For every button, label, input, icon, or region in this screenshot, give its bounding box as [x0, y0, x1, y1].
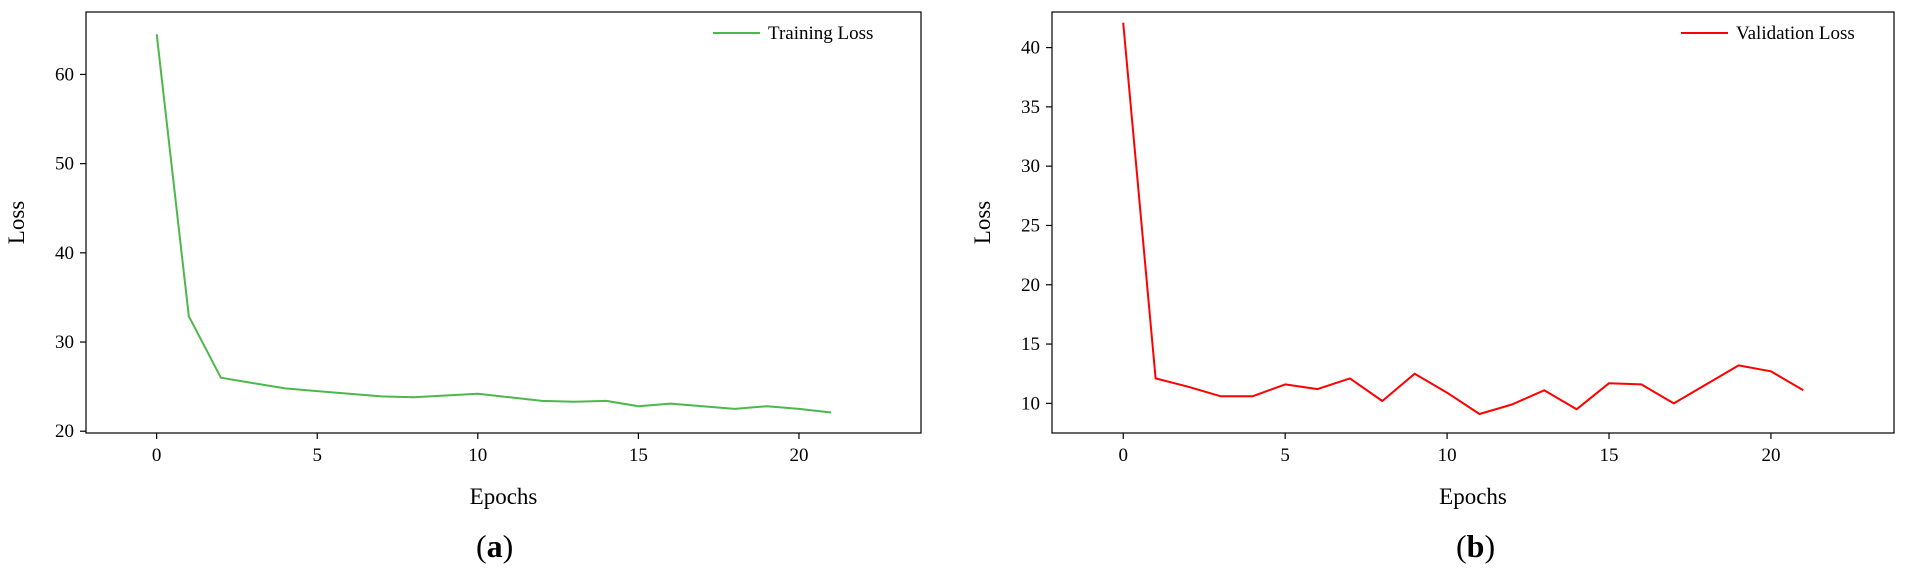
x-tick-label: 20	[1761, 445, 1780, 466]
panel-label-a: (a)	[476, 528, 514, 564]
y-tick-label: 25	[1021, 215, 1040, 236]
training-loss-line	[155, 34, 832, 414]
validation-loss-chart: 0 5 10 15 20 10 15 20 25 30 35 40 Epochs Loss Validati…	[970, 11, 1895, 509]
panel-label-b: (b)	[1456, 528, 1496, 564]
y-tick-label: 35	[1021, 97, 1040, 118]
x-tick-label: 0	[1118, 445, 1128, 466]
x-axis-title: Epochs	[1439, 484, 1507, 509]
y-tick-label: 20	[1021, 275, 1040, 296]
y-tick-label: 10	[1021, 393, 1040, 414]
x-axis-title: Epochs	[470, 484, 538, 509]
y-tick-label: 40	[1021, 38, 1040, 59]
y-tick-label: 30	[55, 332, 74, 353]
y-tick-label: 20	[55, 421, 74, 442]
x-tick-label: 15	[1600, 445, 1619, 466]
validation-loss-line	[1122, 22, 1804, 415]
x-tick-label: 0	[152, 445, 162, 466]
x-tick-label: 20	[789, 445, 808, 466]
plot-frame	[85, 11, 922, 434]
y-axis-title: Loss	[970, 201, 995, 245]
training-loss-chart: 0 5 10 15 20 20 30 40 50 60 Epochs Loss Training Los…	[4, 11, 922, 509]
legend-label: Training Loss	[768, 23, 873, 44]
y-tick-label: 30	[1021, 156, 1040, 177]
x-tick-label: 5	[312, 445, 322, 466]
y-tick-label: 15	[1021, 334, 1040, 355]
x-tick-label: 15	[629, 445, 648, 466]
y-axis-title: Loss	[4, 201, 29, 245]
x-tick-label: 5	[1280, 445, 1290, 466]
plot-frame	[1051, 11, 1895, 434]
y-tick-label: 50	[55, 154, 74, 175]
y-tick-label: 40	[55, 243, 74, 264]
y-tick-label: 60	[55, 64, 74, 85]
legend-label: Validation Loss	[1736, 23, 1855, 44]
x-tick-label: 10	[1438, 445, 1457, 466]
x-tick-label: 10	[468, 445, 487, 466]
